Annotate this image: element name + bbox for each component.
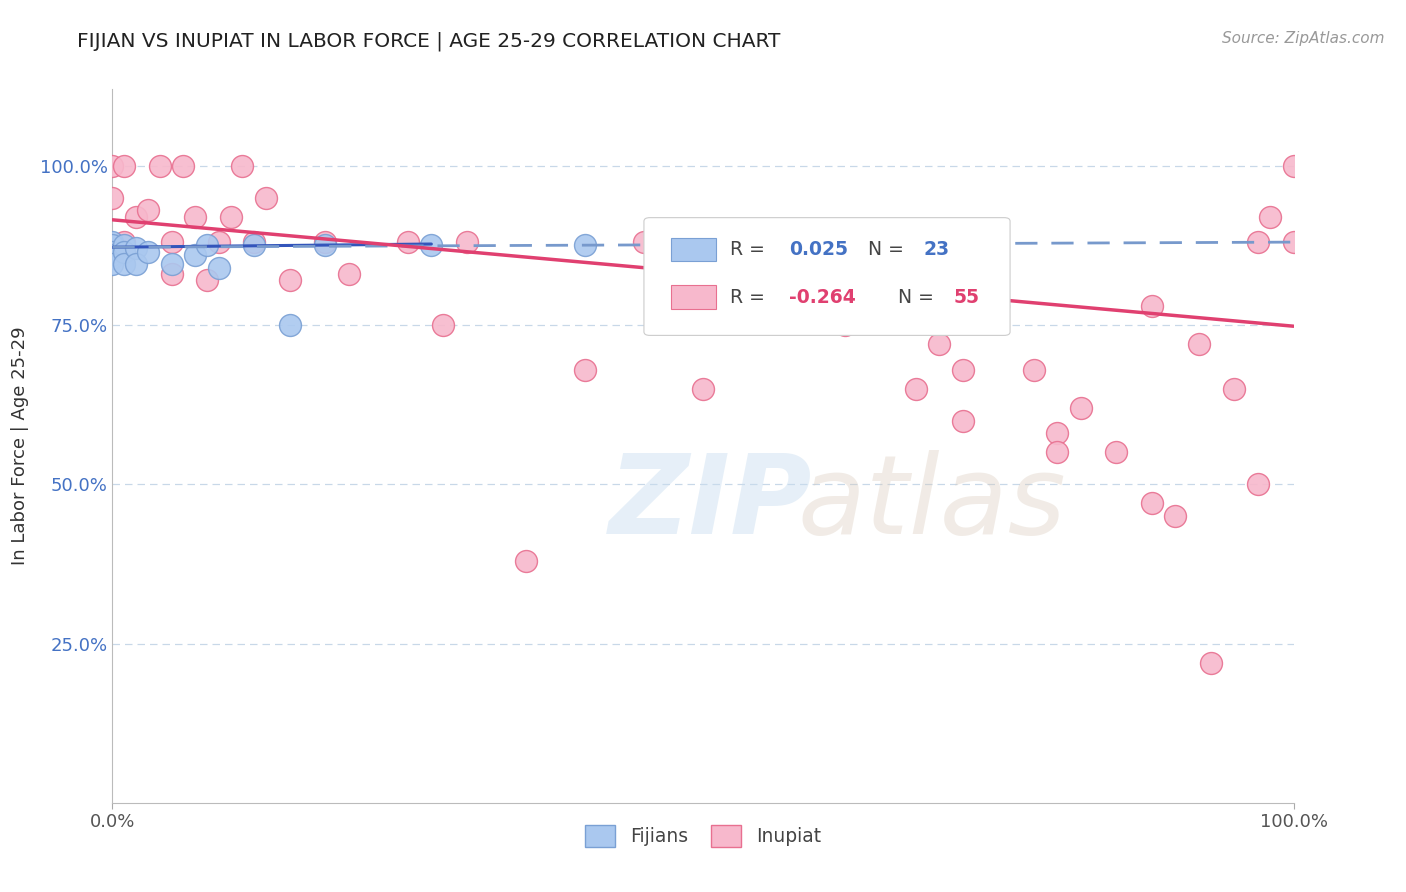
Point bbox=[125, 242, 148, 256]
Point bbox=[716, 267, 738, 281]
Text: Source: ZipAtlas.com: Source: ZipAtlas.com bbox=[1222, 31, 1385, 46]
Point bbox=[904, 382, 927, 396]
Point bbox=[515, 554, 537, 568]
Point bbox=[1022, 362, 1045, 376]
Text: N =: N = bbox=[898, 288, 939, 307]
Point bbox=[243, 238, 266, 252]
Point bbox=[952, 413, 974, 427]
Point bbox=[160, 267, 183, 281]
Point bbox=[1247, 477, 1270, 491]
Point bbox=[1140, 496, 1163, 510]
Point bbox=[112, 235, 135, 249]
Point bbox=[160, 235, 183, 249]
Point bbox=[101, 159, 124, 173]
Point bbox=[231, 159, 253, 173]
Point bbox=[136, 203, 159, 218]
Text: R =: R = bbox=[730, 240, 770, 260]
Point bbox=[208, 260, 231, 275]
Point bbox=[1282, 235, 1305, 249]
Point bbox=[1282, 159, 1305, 173]
Point bbox=[184, 248, 207, 262]
Point bbox=[208, 235, 231, 249]
Y-axis label: In Labor Force | Age 25-29: In Labor Force | Age 25-29 bbox=[10, 326, 28, 566]
Point bbox=[692, 382, 714, 396]
Point bbox=[1199, 656, 1222, 670]
Point bbox=[160, 257, 183, 271]
Point bbox=[195, 273, 218, 287]
Text: FIJIAN VS INUPIAT IN LABOR FORCE | AGE 25-29 CORRELATION CHART: FIJIAN VS INUPIAT IN LABOR FORCE | AGE 2… bbox=[77, 31, 780, 51]
Point bbox=[786, 286, 808, 301]
Text: 0.025: 0.025 bbox=[789, 240, 848, 260]
Point bbox=[1223, 382, 1246, 396]
Point bbox=[136, 244, 159, 259]
FancyBboxPatch shape bbox=[671, 285, 716, 309]
Point bbox=[195, 238, 218, 252]
Point bbox=[432, 318, 454, 332]
Point bbox=[456, 235, 478, 249]
Point bbox=[396, 235, 419, 249]
Point bbox=[1258, 210, 1281, 224]
Point bbox=[101, 235, 124, 249]
Point bbox=[219, 210, 242, 224]
FancyBboxPatch shape bbox=[671, 237, 716, 261]
Text: R =: R = bbox=[730, 288, 770, 307]
Point bbox=[172, 159, 194, 173]
Point bbox=[810, 273, 832, 287]
Point bbox=[254, 190, 277, 204]
Point bbox=[314, 235, 336, 249]
Point bbox=[112, 238, 135, 252]
Point bbox=[184, 210, 207, 224]
Point bbox=[574, 362, 596, 376]
Text: atlas: atlas bbox=[797, 450, 1066, 557]
Point bbox=[1247, 235, 1270, 249]
Point bbox=[101, 244, 124, 259]
Text: 23: 23 bbox=[924, 240, 950, 260]
Point bbox=[1046, 426, 1069, 441]
Point bbox=[149, 159, 172, 173]
Point bbox=[845, 273, 868, 287]
Point bbox=[101, 190, 124, 204]
Point bbox=[1105, 445, 1128, 459]
Point bbox=[125, 210, 148, 224]
Point bbox=[987, 299, 1010, 313]
Point bbox=[101, 238, 124, 252]
Point bbox=[1140, 299, 1163, 313]
Text: 55: 55 bbox=[953, 288, 980, 307]
Point bbox=[101, 257, 124, 271]
Point bbox=[112, 159, 135, 173]
Point bbox=[278, 273, 301, 287]
Point bbox=[751, 299, 773, 313]
Point bbox=[314, 238, 336, 252]
Point bbox=[668, 238, 690, 252]
Point bbox=[420, 238, 443, 252]
Point bbox=[101, 248, 124, 262]
Point bbox=[1070, 401, 1092, 415]
Point bbox=[112, 244, 135, 259]
Point bbox=[574, 238, 596, 252]
Point bbox=[243, 235, 266, 249]
Point bbox=[834, 318, 856, 332]
Point bbox=[278, 318, 301, 332]
Point bbox=[101, 242, 124, 256]
Text: ZIP: ZIP bbox=[609, 450, 813, 557]
Point bbox=[112, 257, 135, 271]
Point bbox=[928, 337, 950, 351]
Text: N =: N = bbox=[869, 240, 910, 260]
FancyBboxPatch shape bbox=[644, 218, 1010, 335]
Point bbox=[1046, 445, 1069, 459]
Legend: Fijians, Inupiat: Fijians, Inupiat bbox=[578, 817, 828, 854]
Point bbox=[1164, 509, 1187, 524]
Point bbox=[101, 251, 124, 265]
Point bbox=[952, 362, 974, 376]
Point bbox=[633, 235, 655, 249]
Text: -0.264: -0.264 bbox=[789, 288, 856, 307]
Point bbox=[125, 257, 148, 271]
Point bbox=[869, 286, 891, 301]
Point bbox=[337, 267, 360, 281]
Point bbox=[1188, 337, 1211, 351]
